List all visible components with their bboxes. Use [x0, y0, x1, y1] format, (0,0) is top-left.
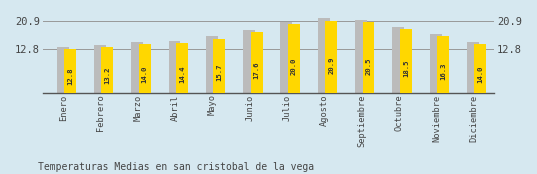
Bar — [393, 27, 404, 93]
Text: 15.7: 15.7 — [216, 64, 222, 81]
Text: 18.5: 18.5 — [403, 60, 409, 77]
Bar — [131, 42, 143, 93]
Bar — [325, 21, 337, 93]
Bar — [139, 44, 150, 93]
Bar — [400, 29, 412, 93]
Text: 17.6: 17.6 — [253, 61, 259, 78]
Bar — [355, 20, 367, 93]
Bar — [243, 30, 255, 93]
Text: 20.0: 20.0 — [291, 58, 297, 75]
Text: 14.0: 14.0 — [142, 66, 148, 83]
Text: 13.2: 13.2 — [104, 67, 110, 84]
Bar — [288, 24, 300, 93]
Text: 14.4: 14.4 — [179, 65, 185, 83]
Bar — [251, 32, 263, 93]
Bar — [280, 22, 292, 93]
Bar — [94, 45, 106, 93]
Bar — [475, 44, 487, 93]
Bar — [169, 41, 180, 93]
Bar — [362, 22, 374, 93]
Bar — [101, 47, 113, 93]
Text: 14.0: 14.0 — [477, 66, 483, 83]
Bar — [318, 18, 330, 93]
Bar — [56, 46, 69, 93]
Text: Temperaturas Medias en san cristobal de la vega: Temperaturas Medias en san cristobal de … — [38, 162, 314, 172]
Bar — [206, 37, 218, 93]
Text: 20.5: 20.5 — [366, 57, 372, 75]
Bar — [467, 42, 479, 93]
Text: 20.9: 20.9 — [328, 57, 334, 74]
Bar — [64, 49, 76, 93]
Text: 16.3: 16.3 — [440, 63, 446, 80]
Bar — [213, 39, 225, 93]
Bar — [430, 34, 441, 93]
Bar — [437, 37, 449, 93]
Text: 12.8: 12.8 — [67, 67, 73, 85]
Bar — [176, 43, 188, 93]
